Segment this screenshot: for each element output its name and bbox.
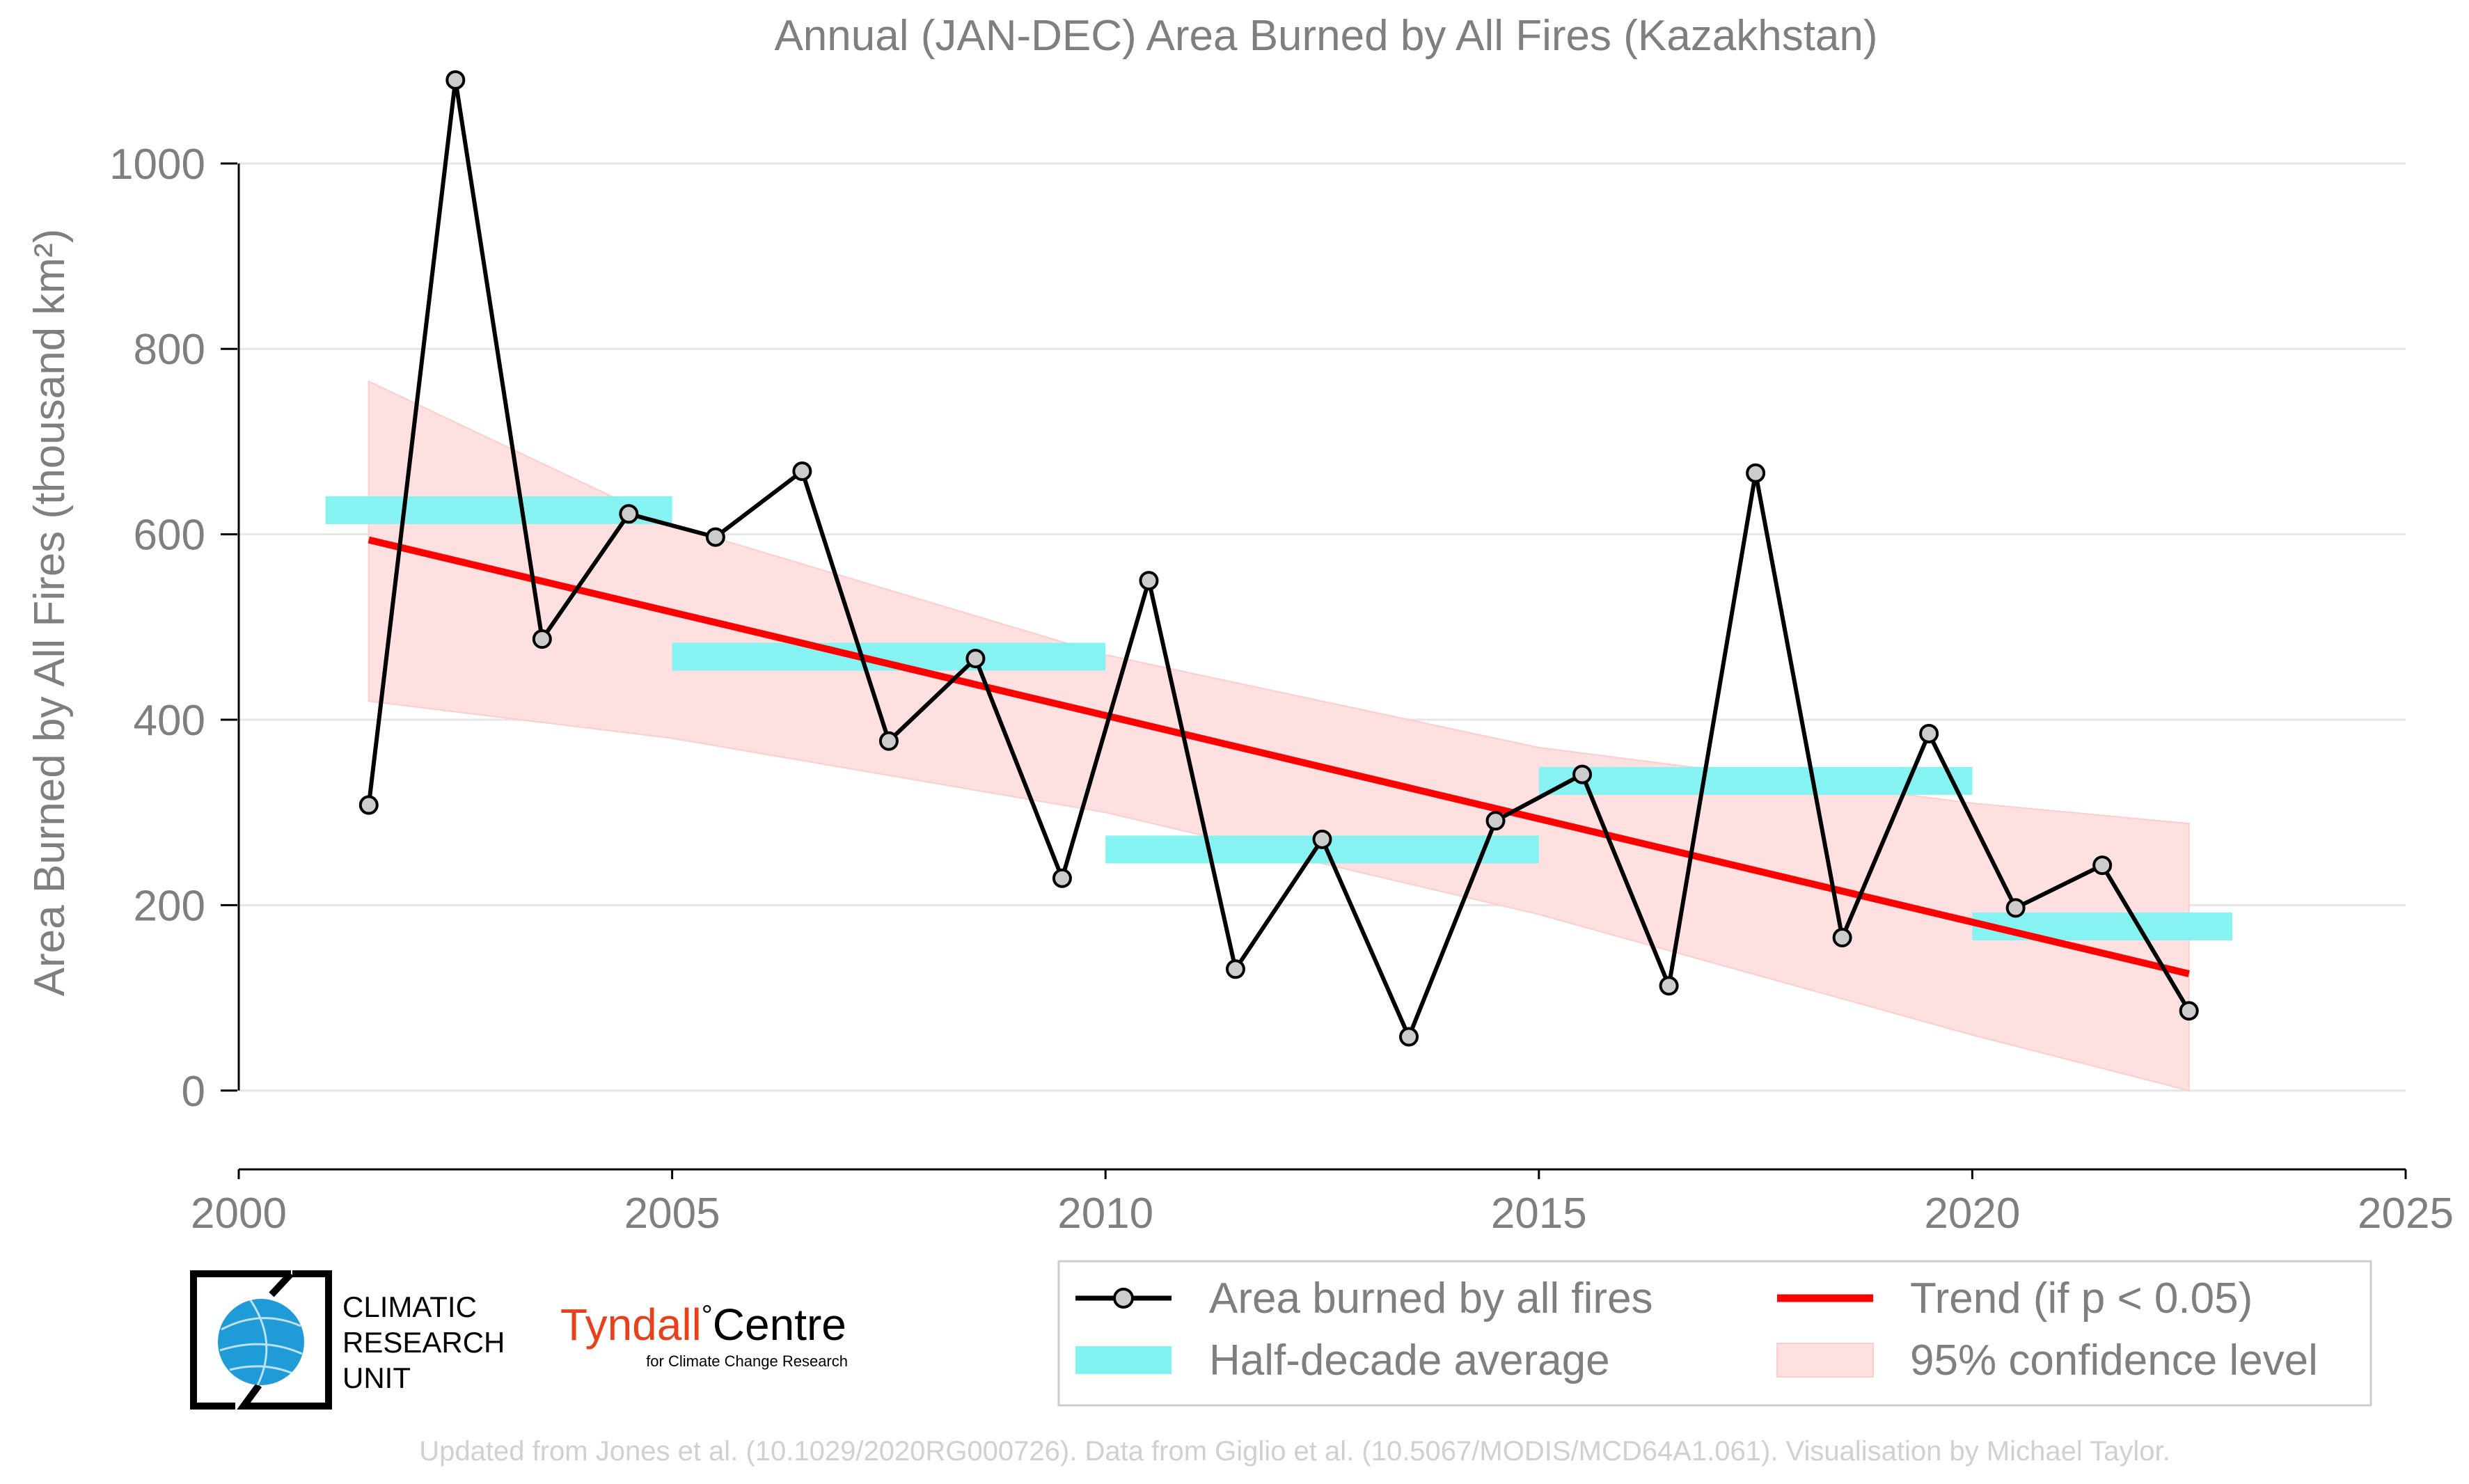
tyndall-degree: °: [702, 1300, 713, 1331]
x-ticks: 2000 2005 2010 2015 2020 2025: [191, 1169, 2454, 1238]
data-point: [1832, 928, 1852, 948]
legend: Area burned by all fires Half-decade ave…: [1057, 1260, 2372, 1407]
data-point: [445, 70, 466, 90]
legend-label-confidence: 95% confidence level: [1910, 1336, 2318, 1384]
x-tick-label: 2015: [1491, 1190, 1587, 1238]
x-tick-label: 2010: [1057, 1190, 1153, 1238]
series-line: [366, 77, 2191, 1039]
data-point: [1746, 463, 1766, 483]
chart-title: Annual (JAN-DEC) Area Burned by All Fire…: [774, 12, 1877, 60]
data-point: [1312, 829, 1332, 849]
data-point: [1919, 723, 1939, 743]
data-point: [1139, 571, 1159, 591]
data-point: [1052, 868, 1072, 888]
legend-item-series: Area burned by all fires: [1075, 1274, 1653, 1323]
x-tick-label: 2005: [624, 1190, 720, 1238]
confidence-band: [368, 380, 2190, 1092]
data-point: [2005, 898, 2026, 918]
legend-item-half-decade: Half-decade average: [1075, 1336, 1610, 1384]
data-point: [1659, 976, 1679, 996]
data-point: [2092, 855, 2113, 876]
y-tick-label: 600: [134, 512, 205, 560]
x-tick-label: 2020: [1924, 1190, 2020, 1238]
data-point: [358, 795, 379, 815]
y-axis-label: Area Burned by All Fires (thousand km²): [26, 229, 74, 997]
legend-label-half-decade: Half-decade average: [1209, 1336, 1610, 1384]
legend-box: [1057, 1260, 2372, 1407]
y-axis-label-text: Area Burned by All Fires (thousand km²): [26, 229, 74, 997]
cru-line-3: UNIT: [342, 1361, 411, 1394]
cru-logo-frame: [190, 1270, 332, 1410]
data-point: [1225, 959, 1245, 979]
y-tick-label: 200: [134, 882, 205, 930]
data-point: [1572, 764, 1593, 784]
half-decade-bar: [1972, 913, 2232, 941]
data-point: [705, 527, 725, 547]
svg-text:Tyndall°Centre: Tyndall°Centre: [560, 1300, 846, 1350]
data-point: [2179, 1001, 2199, 1021]
cru-line-1: CLIMATIC: [342, 1290, 477, 1323]
tyndall-logo: Tyndall°Centre for Climate Change Resear…: [560, 1300, 848, 1370]
data-point: [532, 629, 552, 649]
legend-label-trend: Trend (if p < 0.05): [1910, 1274, 2253, 1323]
centre-word: Centre: [713, 1300, 846, 1350]
data-markers: [358, 70, 2199, 1047]
data-point: [619, 504, 639, 524]
cru-logo: CLIMATIC RESEARCH UNIT: [190, 1270, 505, 1410]
half-decade-bar: [325, 496, 672, 524]
trend-line: [368, 536, 2190, 977]
legend-label-series: Area burned by all fires: [1209, 1274, 1653, 1323]
globe-icon: [218, 1299, 304, 1386]
data-point: [792, 461, 812, 482]
cru-line-2: RESEARCH: [342, 1326, 505, 1359]
x-tick-label: 2025: [2358, 1190, 2454, 1238]
footer-credit: Updated from Jones et al. (10.1029/2020R…: [419, 1436, 2170, 1467]
y-tick-label: 400: [134, 697, 205, 745]
y-ticks: 0 200 400 600 800 1000: [109, 141, 240, 1116]
y-tick-label: 0: [182, 1068, 205, 1116]
tyndall-word: Tyndall: [560, 1300, 702, 1350]
legend-marker-icon: [1113, 1288, 1134, 1309]
legend-item-trend: Trend (if p < 0.05): [1777, 1274, 2253, 1323]
data-point: [1399, 1027, 1419, 1047]
y-tick-label: 1000: [109, 141, 205, 189]
half-decade-bar: [1538, 766, 1973, 795]
data-point: [965, 649, 986, 669]
tyndall-subtitle: for Climate Change Research: [646, 1352, 848, 1370]
data-point: [878, 731, 899, 751]
x-tick-label: 2000: [191, 1190, 287, 1238]
y-tick-label: 800: [134, 326, 205, 374]
data-point: [1485, 811, 1506, 831]
legend-item-confidence: 95% confidence level: [1776, 1336, 2318, 1384]
